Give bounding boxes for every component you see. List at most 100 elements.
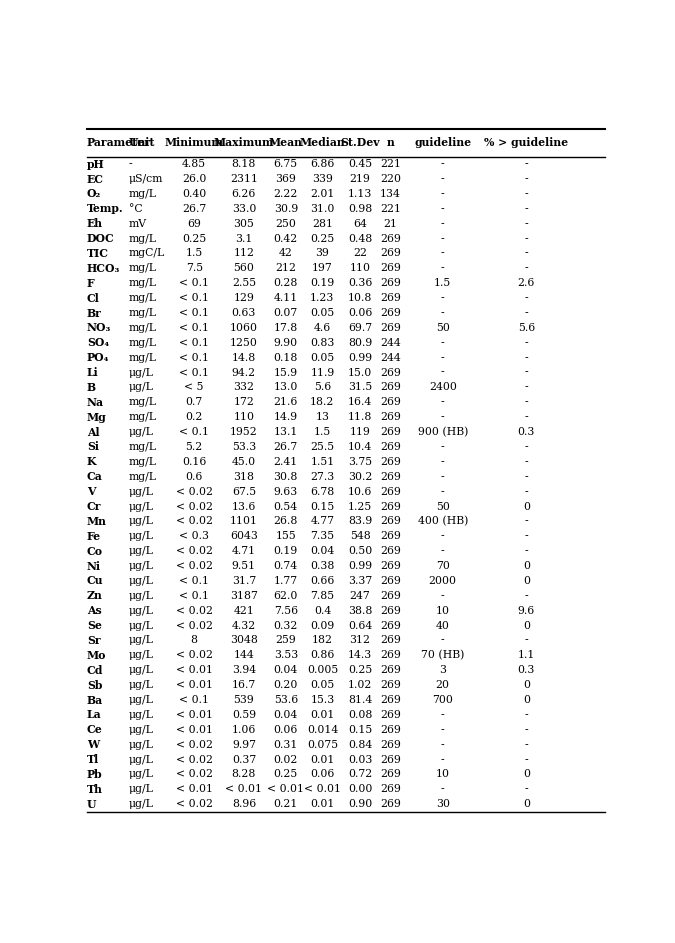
Text: -: - [441, 263, 445, 273]
Text: -: - [524, 472, 529, 482]
Text: 1.02: 1.02 [348, 680, 372, 690]
Text: 110: 110 [234, 412, 254, 422]
Text: 13: 13 [315, 412, 329, 422]
Text: < 0.02: < 0.02 [176, 769, 213, 780]
Text: 10: 10 [436, 605, 450, 616]
Text: W: W [87, 739, 99, 751]
Text: 182: 182 [312, 636, 333, 646]
Text: μg/L: μg/L [129, 620, 154, 631]
Text: 4.6: 4.6 [314, 323, 331, 333]
Text: 0.25: 0.25 [273, 769, 298, 780]
Text: < 0.1: < 0.1 [180, 576, 209, 586]
Text: < 0.1: < 0.1 [180, 591, 209, 601]
Text: Minimum: Minimum [165, 138, 223, 148]
Text: 40: 40 [436, 620, 450, 631]
Text: mg/L: mg/L [129, 472, 157, 482]
Text: 20: 20 [436, 680, 450, 690]
Text: % > guideline: % > guideline [485, 138, 568, 148]
Text: 9.51: 9.51 [232, 561, 256, 571]
Text: 16.4: 16.4 [348, 397, 372, 407]
Text: 269: 269 [380, 561, 401, 571]
Text: 4.32: 4.32 [232, 620, 256, 631]
Text: 269: 269 [380, 249, 401, 258]
Text: 1.5: 1.5 [314, 427, 331, 438]
Text: 269: 269 [380, 739, 401, 750]
Text: -: - [524, 725, 529, 735]
Text: Cl: Cl [87, 292, 100, 304]
Text: 1.06: 1.06 [232, 725, 256, 735]
Text: 0.40: 0.40 [182, 189, 207, 199]
Text: -: - [524, 591, 529, 601]
Text: 0.74: 0.74 [274, 561, 298, 571]
Text: < 0.1: < 0.1 [180, 368, 209, 377]
Text: 220: 220 [380, 174, 401, 184]
Text: 80.9: 80.9 [348, 338, 372, 348]
Text: 2.22: 2.22 [273, 189, 298, 199]
Text: Pb: Pb [87, 769, 103, 780]
Text: 269: 269 [380, 323, 401, 333]
Text: < 0.1: < 0.1 [180, 353, 209, 363]
Text: 0.6: 0.6 [186, 472, 203, 482]
Text: mg/L: mg/L [129, 189, 157, 199]
Text: 0.01: 0.01 [310, 800, 335, 809]
Text: 0: 0 [523, 800, 530, 809]
Text: 6043: 6043 [230, 531, 258, 541]
Text: -: - [524, 412, 529, 422]
Text: 4.11: 4.11 [273, 293, 298, 303]
Text: 269: 269 [380, 754, 401, 765]
Text: -: - [441, 725, 445, 735]
Text: -: - [441, 249, 445, 258]
Text: mg/L: mg/L [129, 412, 157, 422]
Text: 269: 269 [380, 620, 401, 631]
Text: 134: 134 [380, 189, 401, 199]
Text: -: - [524, 383, 529, 392]
Text: 247: 247 [350, 591, 371, 601]
Text: 53.3: 53.3 [232, 442, 256, 452]
Text: μg/L: μg/L [129, 502, 154, 511]
Text: 1.77: 1.77 [274, 576, 298, 586]
Text: Na: Na [87, 397, 104, 407]
Text: -: - [441, 754, 445, 765]
Text: -: - [524, 204, 529, 214]
Text: Cd: Cd [87, 665, 103, 676]
Text: 31.0: 31.0 [310, 204, 335, 214]
Text: mg/L: mg/L [129, 338, 157, 348]
Text: 269: 269 [380, 576, 401, 586]
Text: mg/L: mg/L [129, 456, 157, 467]
Text: Fe: Fe [87, 531, 101, 542]
Text: F: F [87, 278, 95, 289]
Text: 0.63: 0.63 [232, 308, 256, 318]
Text: < 0.1: < 0.1 [180, 293, 209, 303]
Text: 0.01: 0.01 [310, 754, 335, 765]
Text: -: - [524, 442, 529, 452]
Text: 0.64: 0.64 [348, 620, 372, 631]
Text: < 0.02: < 0.02 [176, 739, 213, 750]
Text: 13.6: 13.6 [232, 502, 256, 511]
Text: 9.6: 9.6 [518, 605, 535, 616]
Text: μg/L: μg/L [129, 591, 154, 601]
Text: 269: 269 [380, 487, 401, 497]
Text: -: - [441, 785, 445, 794]
Text: -: - [524, 338, 529, 348]
Text: 0.15: 0.15 [348, 725, 372, 735]
Text: 0.02: 0.02 [273, 754, 298, 765]
Text: 26.8: 26.8 [273, 517, 298, 526]
Text: 1952: 1952 [230, 427, 258, 438]
Text: K: K [87, 456, 97, 468]
Text: μg/L: μg/L [129, 725, 154, 735]
Text: 0.25: 0.25 [310, 234, 335, 243]
Text: < 5: < 5 [184, 383, 204, 392]
Text: Unit: Unit [129, 138, 155, 148]
Text: 8.28: 8.28 [232, 769, 256, 780]
Text: -: - [441, 353, 445, 363]
Text: 0.07: 0.07 [273, 308, 298, 318]
Text: 332: 332 [234, 383, 254, 392]
Text: -: - [441, 368, 445, 377]
Text: μg/L: μg/L [129, 710, 154, 720]
Text: 50: 50 [436, 323, 450, 333]
Text: 1.1: 1.1 [518, 651, 535, 660]
Text: μg/L: μg/L [129, 785, 154, 794]
Text: Maximum: Maximum [214, 138, 274, 148]
Text: 269: 269 [380, 308, 401, 318]
Text: 14.8: 14.8 [232, 353, 256, 363]
